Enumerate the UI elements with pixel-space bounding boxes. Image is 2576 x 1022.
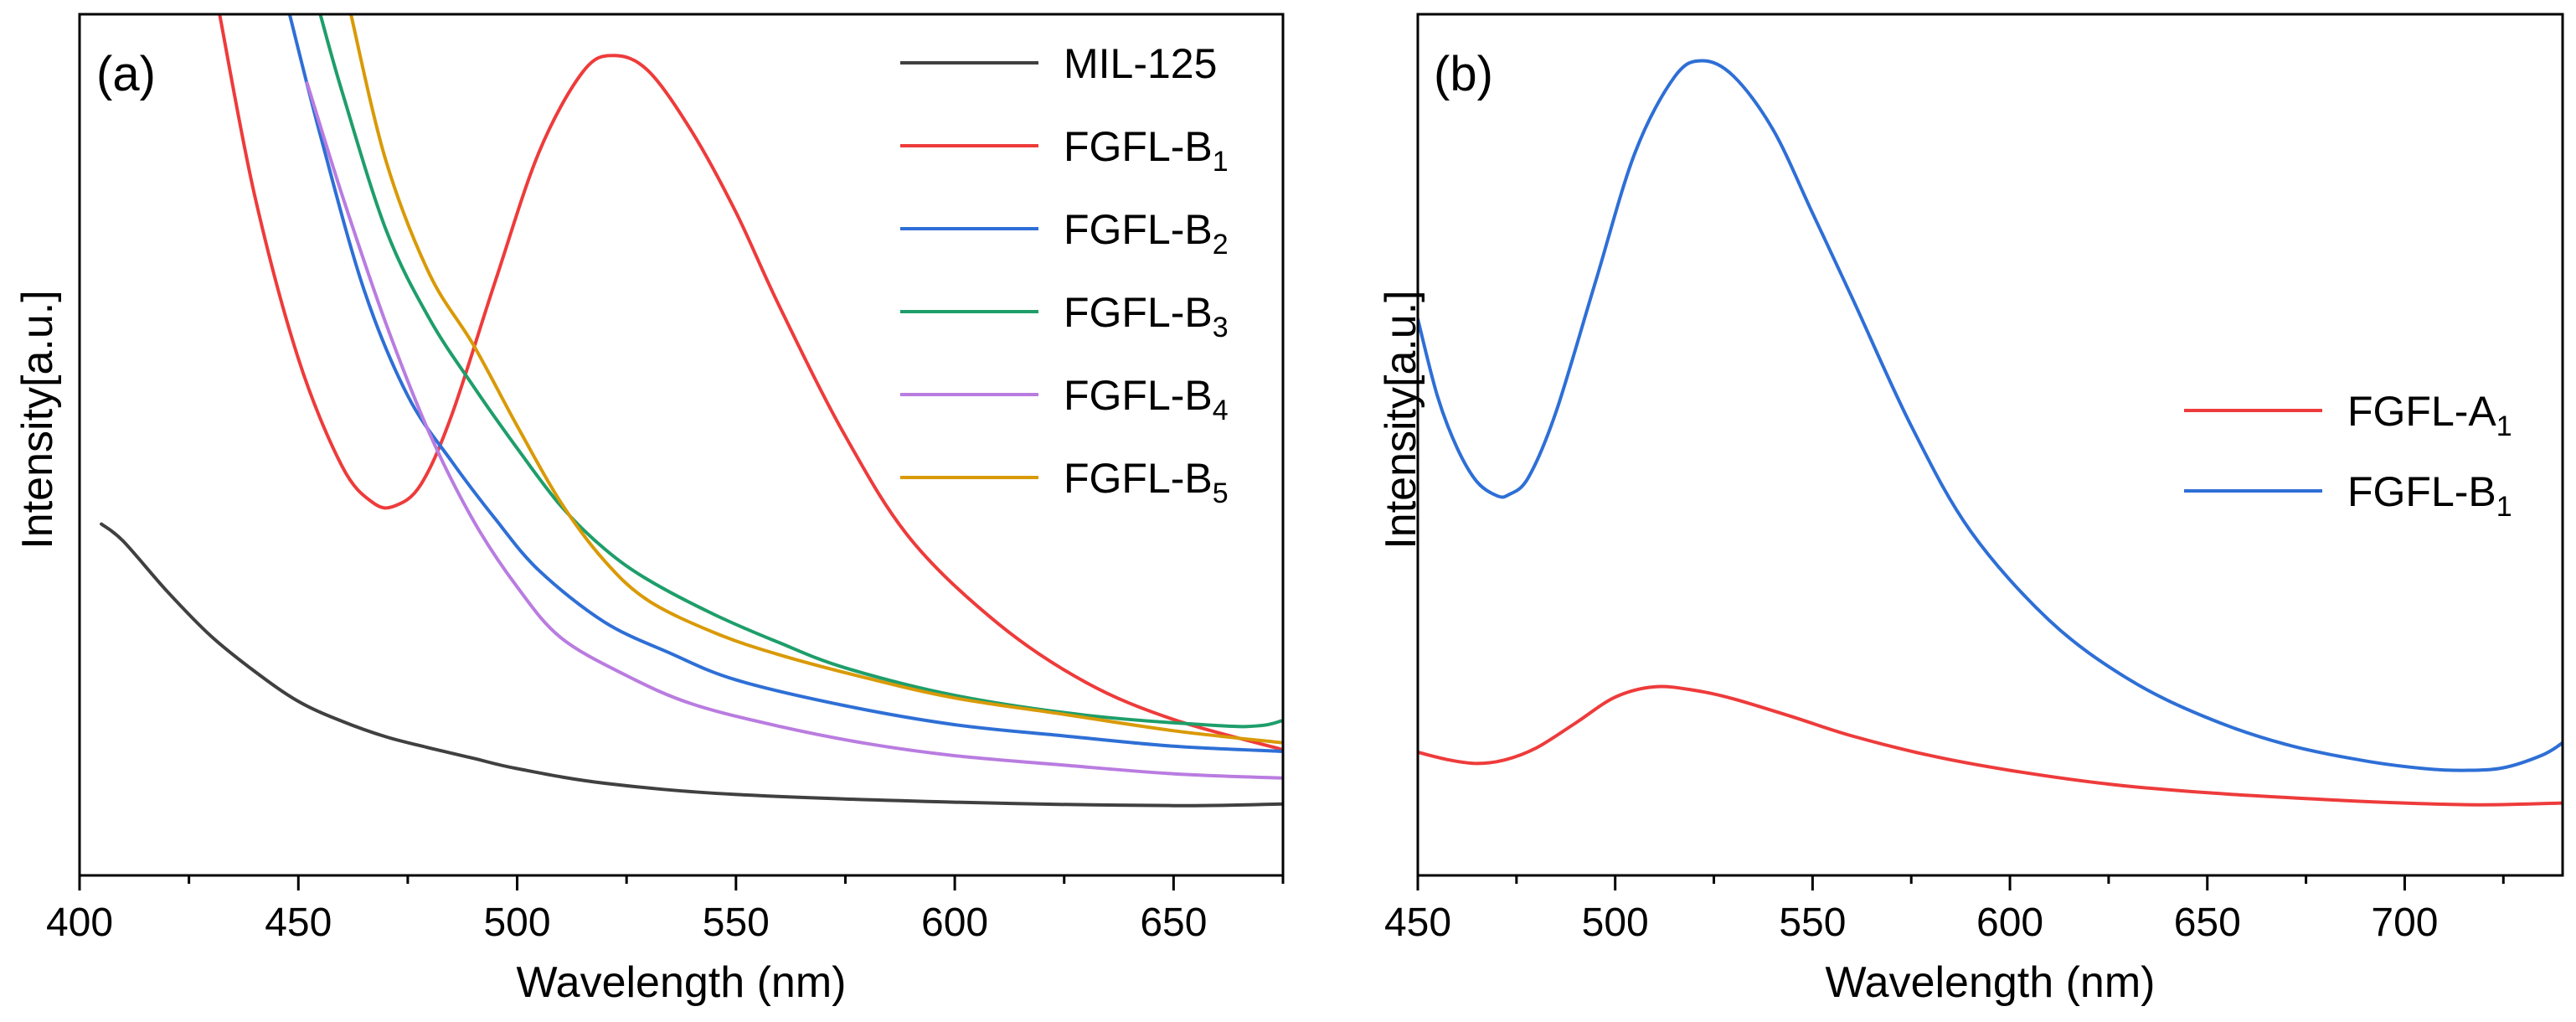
- series-line-fgfl-b1: [1418, 59, 2563, 772]
- x-axis-title: Wavelength (nm): [517, 958, 847, 1007]
- series-line-fgfl-b4: [305, 81, 1283, 780]
- series-line-fgfl-b5: [349, 14, 1283, 745]
- series-line-fgfl-b2: [287, 14, 1283, 753]
- legend-label: FGFL-B3: [1064, 289, 1229, 343]
- panel-b: 450 500 550 600 650 700 Wavelength (nm) Intensi…: [1377, 13, 2564, 1007]
- x-tick-label: 600: [921, 901, 988, 945]
- legend-label: FGFL-B5: [1064, 455, 1229, 509]
- plot-frame: [78, 13, 1285, 877]
- x-tick-label: 650: [1140, 901, 1207, 945]
- x-tick-label: 450: [265, 901, 332, 945]
- series-lines: [1418, 59, 2563, 807]
- panel-label: (b): [1434, 47, 1493, 101]
- x-axis-title: Wavelength (nm): [1826, 958, 2156, 1007]
- panel-a: 400 450 500 550 600 650 Wavelength (nm) Intensi…: [13, 13, 1285, 1007]
- legend-label: FGFL-B2: [1064, 206, 1229, 261]
- x-tick-label: 550: [703, 901, 770, 945]
- legend: FGFL-A1 FGFL-B1: [2184, 388, 2512, 523]
- y-axis-title: Intensity[a.u.]: [13, 290, 62, 549]
- series-lines: [100, 14, 1283, 808]
- legend: MIL-125 FGFL-B1 FGFL-B2 FGFL-B3 FGFL-B4 FGFL-…: [900, 40, 1229, 509]
- legend-label: FGFL-B1: [1064, 123, 1229, 178]
- x-tick-label: 500: [483, 901, 550, 945]
- x-tick-label: 450: [1384, 901, 1451, 945]
- x-tick-label: 550: [1779, 901, 1846, 945]
- x-tick-label: 650: [2174, 901, 2241, 945]
- plot-frame: [1416, 13, 2564, 877]
- series-line-fgfl-b3: [318, 14, 1283, 729]
- series-line-fgfl-b1: [218, 14, 1283, 751]
- y-axis-title: Intensity[a.u.]: [1377, 290, 1425, 549]
- legend-label: FGFL-B4: [1064, 372, 1229, 426]
- legend-label: FGFL-A1: [2347, 388, 2512, 442]
- series-line-fgfl-a1: [1418, 684, 2563, 807]
- legend-label: FGFL-B1: [2347, 468, 2512, 523]
- panel-label: (a): [96, 47, 156, 101]
- x-tick-label: 600: [1976, 901, 2043, 945]
- x-tick-label: 700: [2371, 901, 2438, 945]
- series-line-mil-125: [100, 522, 1283, 808]
- x-tick-label: 500: [1582, 901, 1649, 945]
- x-tick-label: 400: [46, 901, 113, 945]
- legend-label: MIL-125: [1064, 40, 1217, 87]
